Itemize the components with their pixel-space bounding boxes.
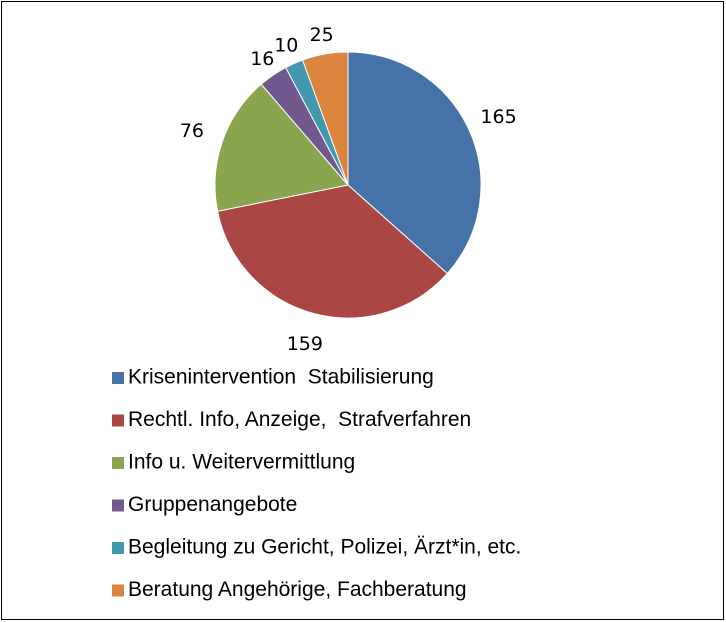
legend-label: Beratung Angehörige, Fachberatung — [128, 578, 467, 601]
legend-label: Gruppenangebote — [128, 493, 297, 516]
legend-label: Begleitung zu Gericht, Polizei, Ärzt*in,… — [128, 536, 521, 559]
data-label: 76 — [180, 120, 204, 142]
legend-label: Rechtl. Info, Anzeige, Strafverfahren — [128, 408, 471, 431]
legend-swatch — [112, 372, 124, 384]
pie-slice — [214, 83, 349, 212]
legend-swatch — [112, 584, 124, 597]
legend-swatch — [112, 414, 124, 427]
data-label: 165 — [480, 106, 516, 128]
legend-swatch — [112, 499, 124, 512]
pie-slice — [301, 51, 349, 186]
data-label: 16 — [250, 48, 274, 70]
legend-label: Info u. Weitervermittlung — [128, 451, 355, 474]
data-label: 10 — [274, 35, 298, 57]
pie-slice — [347, 51, 482, 275]
pie-slice — [217, 184, 448, 319]
legend-swatch — [112, 457, 124, 469]
data-label: 159 — [287, 333, 323, 355]
data-label: 25 — [310, 24, 334, 46]
legend-label: Krisenintervention Stabilisierung — [128, 366, 434, 389]
legend-swatch — [112, 542, 124, 554]
